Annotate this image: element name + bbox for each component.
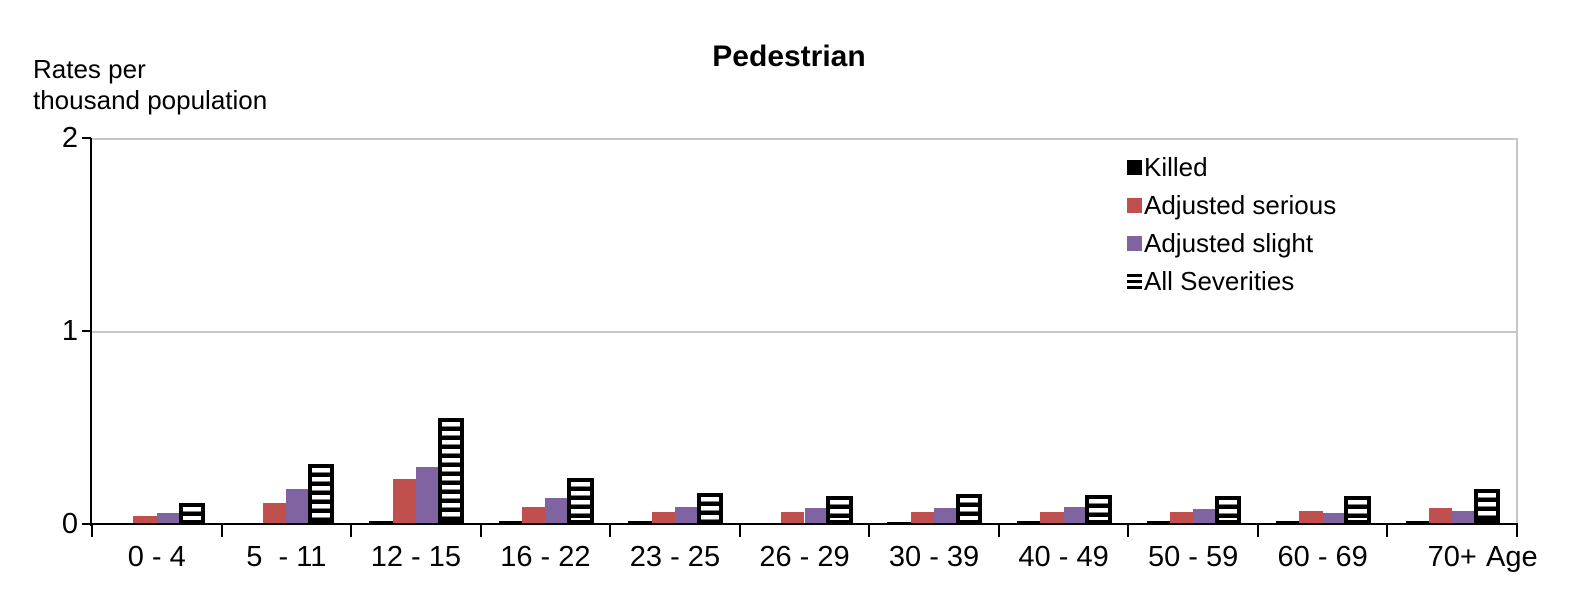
bar-killed-30-39 [887, 521, 911, 524]
x-tick-label-40-49: 40 - 49 [1018, 541, 1109, 573]
legend-label-adjusted-slight: Adjusted slight [1144, 227, 1314, 258]
x-tick-label-70+: 70+ [1427, 541, 1477, 573]
chart-title: Pedestrian [712, 40, 866, 73]
bar-adjusted-serious-30-39 [910, 512, 935, 524]
y-axis-title: Rates per thousand population [33, 54, 267, 116]
legend-swatch-killed [1127, 159, 1142, 175]
bar-adjusted-slight-23-25 [674, 506, 699, 524]
y-tick-0 [82, 523, 91, 525]
bar-adjusted-serious-26-29 [781, 511, 805, 524]
bar-all-severities-70+ [1474, 489, 1501, 524]
bar-adjusted-slight-30-39 [934, 508, 958, 524]
x-tick-5 [738, 524, 741, 537]
x-tick-label-16-22: 16 - 22 [500, 541, 591, 573]
y-tick-label-2: 2 [61, 122, 78, 154]
x-tick-label-23-25: 23 - 25 [629, 541, 721, 573]
bar-adjusted-slight-5-11 [286, 489, 310, 524]
y-axis-line [90, 138, 92, 526]
bar-adjusted-serious-0-4 [133, 516, 157, 524]
legend-label-killed: Killed [1144, 151, 1208, 182]
bar-killed-40-49 [1016, 520, 1041, 524]
x-tick-label-0-4: 0 - 4 [127, 541, 186, 573]
bar-adjusted-serious-12-15 [392, 478, 416, 524]
gridline-y-1 [92, 331, 1517, 333]
bar-killed-16-22 [498, 520, 523, 524]
bar-adjusted-slight-70+ [1452, 511, 1476, 524]
x-axis-line [90, 523, 1518, 525]
bar-all-severities-60-69 [1344, 495, 1371, 524]
bar-killed-23-25 [628, 521, 652, 524]
bar-adjusted-slight-0-4 [156, 513, 181, 524]
bar-all-severities-16-22 [567, 478, 594, 524]
bar-killed-12-15 [369, 521, 393, 524]
plot-right-border [1516, 138, 1518, 526]
bar-adjusted-serious-16-22 [522, 506, 546, 524]
x-tick-6 [868, 524, 871, 537]
x-tick-1 [220, 524, 223, 537]
bar-adjusted-slight-12-15 [415, 467, 440, 524]
legend-label-adjusted-serious: Adjusted serious [1144, 189, 1337, 220]
y-tick-label-1: 1 [61, 315, 78, 347]
bar-all-severities-50-59 [1214, 495, 1242, 524]
bar-all-severities-30-39 [955, 493, 983, 524]
bar-killed-60-69 [1276, 521, 1300, 524]
bar-all-severities-26-29 [826, 496, 853, 524]
legend: Killed Adjusted serious Adjusted slight All… [1127, 152, 1336, 296]
bar-adjusted-serious-50-59 [1169, 512, 1194, 524]
y-tick-2 [82, 137, 91, 139]
x-tick-label-5-11: 5 - 11 [246, 541, 327, 573]
x-tick-label-30-39: 30 - 39 [888, 541, 980, 573]
x-tick-label-60-69: 60 - 69 [1277, 541, 1368, 573]
bar-all-severities-12-15 [437, 417, 464, 524]
legend-item-adjusted-slight: Adjusted slight [1127, 228, 1336, 258]
x-tick-7 [997, 524, 1000, 537]
x-tick-label-50-59: 50 - 59 [1147, 541, 1239, 573]
x-axis-title: Age [1486, 541, 1538, 573]
x-tick-3 [479, 524, 482, 537]
x-tick-9 [1256, 524, 1259, 537]
bar-all-severities-40-49 [1085, 495, 1112, 524]
bar-killed-70+ [1405, 520, 1429, 524]
legend-label-all-severities: All Severities [1144, 265, 1295, 296]
bar-adjusted-serious-23-25 [651, 512, 675, 524]
legend-item-adjusted-serious: Adjusted serious [1127, 190, 1336, 220]
bar-adjusted-slight-26-29 [804, 508, 828, 524]
legend-item-all-severities: All Severities [1127, 266, 1336, 296]
y-tick-1 [82, 330, 91, 332]
bar-all-severities-0-4 [178, 503, 205, 524]
bar-adjusted-serious-40-49 [1040, 512, 1064, 524]
y-axis-title-line2: thousand population [33, 85, 268, 115]
bar-adjusted-slight-16-22 [545, 498, 569, 524]
bar-all-severities-23-25 [696, 492, 724, 524]
x-tick-10 [1386, 524, 1389, 537]
x-tick-8 [1127, 524, 1130, 537]
legend-swatch-adjusted-serious [1127, 197, 1142, 213]
legend-swatch-adjusted-slight [1127, 235, 1142, 251]
gridline-y-2 [92, 138, 1517, 140]
x-tick-label-26-29: 26 - 29 [759, 541, 850, 573]
y-tick-label-0: 0 [61, 508, 78, 540]
bar-all-severities-5-11 [308, 464, 335, 524]
x-tick-11 [1516, 524, 1518, 537]
x-tick-label-12-15: 12 - 15 [370, 541, 461, 573]
y-axis-title-line1: Rates per [33, 54, 146, 84]
bar-adjusted-slight-50-59 [1193, 508, 1217, 524]
bar-adjusted-serious-60-69 [1299, 510, 1323, 524]
bar-adjusted-serious-70+ [1428, 507, 1453, 524]
legend-item-killed: Killed [1127, 152, 1336, 182]
x-tick-2 [350, 524, 353, 537]
x-tick-0 [91, 524, 93, 537]
bar-adjusted-slight-60-69 [1322, 513, 1346, 524]
bar-killed-50-59 [1146, 521, 1170, 524]
bar-adjusted-serious-5-11 [263, 502, 287, 524]
legend-swatch-all-severities [1127, 273, 1142, 289]
x-tick-4 [609, 524, 612, 537]
bar-adjusted-slight-40-49 [1063, 507, 1087, 524]
